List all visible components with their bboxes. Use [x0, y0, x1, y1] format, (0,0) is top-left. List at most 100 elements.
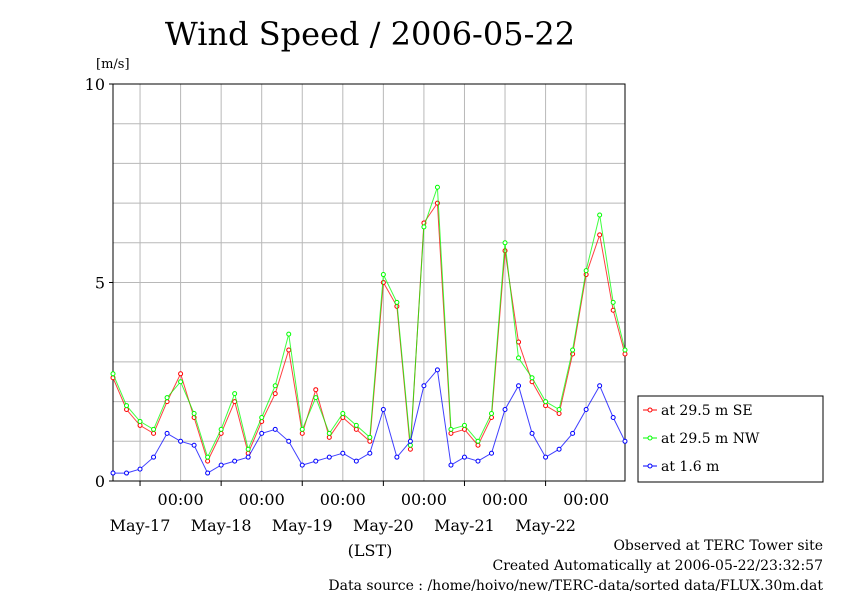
- x-tick-date-label: May-19: [272, 516, 333, 535]
- data-point: [516, 383, 522, 389]
- data-point: [299, 426, 305, 432]
- data-point: [407, 446, 413, 452]
- data-point: [434, 367, 440, 373]
- x-tick-time-label: 00:00: [320, 490, 366, 509]
- series-layer: [110, 184, 628, 476]
- data-point: [597, 383, 603, 389]
- data-point: [610, 299, 616, 305]
- data-point: [299, 430, 305, 436]
- data-point: [232, 458, 238, 464]
- x-tick-date-label: May-21: [434, 516, 495, 535]
- data-point: [597, 232, 603, 238]
- data-point: [245, 454, 251, 460]
- data-point: [151, 454, 157, 460]
- x-ticks: 00:00 May-17 00:00 May-18 00:00 May-19 00:00 Ma…: [110, 481, 609, 535]
- legend-entry-label: at 29.5 m NW: [661, 431, 760, 447]
- data-point: [232, 391, 238, 397]
- data-point: [353, 426, 359, 432]
- data-point: [622, 347, 628, 353]
- data-point: [475, 458, 481, 464]
- chart-title: Wind Speed / 2006-05-22: [165, 15, 575, 53]
- data-point: [272, 391, 278, 397]
- data-point: [164, 430, 170, 436]
- x-tick-date-label: May-18: [191, 516, 252, 535]
- data-point: [461, 422, 467, 428]
- x-tick-time-label: 00:00: [563, 490, 609, 509]
- data-point: [124, 403, 130, 409]
- x-tick-time-label: 00:00: [158, 490, 204, 509]
- data-point: [610, 414, 616, 420]
- data-point: [124, 407, 130, 413]
- data-point: [272, 426, 278, 432]
- data-point: [597, 212, 603, 218]
- data-point: [461, 426, 467, 432]
- data-point: [529, 375, 535, 381]
- data-point: [191, 442, 197, 448]
- data-point: [622, 438, 628, 444]
- data-point: [110, 470, 116, 476]
- data-point: [340, 411, 346, 417]
- data-point: [556, 407, 562, 413]
- data-point: [326, 454, 332, 460]
- data-point: [380, 280, 386, 285]
- data-point: [448, 430, 454, 436]
- data-point: [543, 454, 549, 460]
- data-point: [556, 411, 562, 417]
- data-point: [570, 347, 576, 353]
- data-point: [164, 395, 170, 401]
- x-tick-time-label: 00:00: [401, 490, 447, 509]
- data-point: [191, 411, 197, 417]
- data-point: [313, 395, 319, 401]
- data-point: [516, 355, 522, 361]
- x-axis-label: (LST): [348, 541, 393, 560]
- data-point: [259, 430, 265, 436]
- data-point: [313, 458, 319, 464]
- x-tick-date-label: May-22: [515, 516, 576, 535]
- data-point: [489, 450, 495, 456]
- legend-box: [637, 395, 824, 483]
- data-point: [475, 442, 481, 448]
- data-point: [489, 411, 495, 417]
- data-point: [110, 371, 116, 377]
- data-point: [178, 379, 184, 385]
- data-point: [543, 399, 549, 405]
- x-tick-time-label: 00:00: [239, 490, 285, 509]
- data-point: [272, 383, 278, 389]
- data-point: [380, 407, 386, 413]
- data-point: [367, 450, 373, 456]
- data-point: [622, 351, 628, 357]
- data-point: [299, 462, 305, 468]
- grid-layer: [113, 84, 625, 481]
- x-tick-date-label: May-20: [353, 516, 414, 535]
- data-point: [475, 438, 481, 444]
- data-point: [570, 430, 576, 436]
- data-point: [407, 442, 413, 448]
- data-point: [502, 407, 508, 413]
- data-point: [286, 438, 292, 444]
- data-point: [394, 454, 400, 460]
- legend-items: at 29.5 m SE at 29.5 m NW at 1.6 m: [643, 403, 760, 475]
- data-point: [151, 430, 157, 436]
- data-point: [583, 268, 589, 274]
- series-2: [110, 184, 628, 460]
- data-point: [326, 430, 332, 436]
- data-point: [367, 438, 373, 444]
- data-point: [205, 458, 211, 464]
- data-point: [448, 462, 454, 468]
- data-point: [461, 454, 467, 460]
- x-tick-time-label: 00:00: [482, 490, 528, 509]
- data-point: [529, 430, 535, 436]
- data-point: [448, 426, 454, 432]
- legend-entry-label: at 29.5 m SE: [661, 403, 753, 419]
- data-point: [218, 426, 224, 432]
- data-point: [124, 470, 130, 476]
- data-point: [286, 347, 292, 353]
- data-point: [178, 438, 184, 444]
- data-point: [326, 434, 332, 440]
- data-point: [205, 454, 211, 460]
- data-point: [353, 458, 359, 464]
- data-point: [137, 466, 143, 472]
- data-point: [394, 299, 400, 305]
- series-line: [113, 368, 626, 474]
